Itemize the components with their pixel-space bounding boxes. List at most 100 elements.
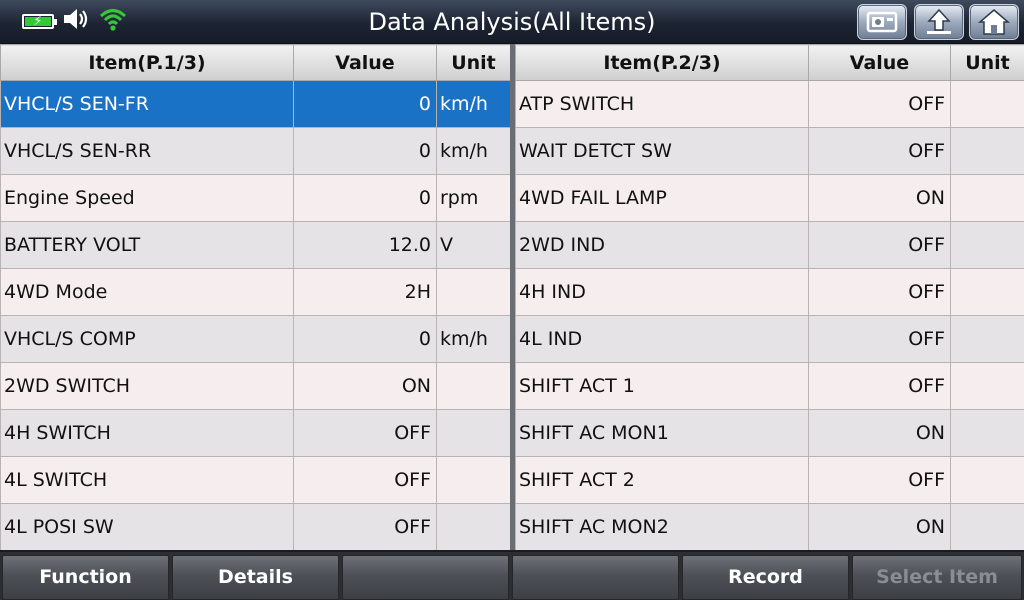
row-value: OFF [293, 456, 437, 504]
home-button[interactable] [969, 4, 1019, 40]
column-header-unit[interactable]: Unit [950, 44, 1024, 81]
table-divider [510, 44, 515, 550]
table-row[interactable]: 4WD FAIL LAMP ON [515, 174, 1024, 222]
table-row[interactable]: VHCL/S SEN-RR 0 km/h [0, 127, 511, 175]
row-value: 12.0 [293, 221, 437, 269]
row-unit [950, 268, 1024, 316]
data-table-page-2: Item(P.2/3) Value Unit ATP SWITCH OFF WAIT… [515, 44, 1024, 551]
home-icon [978, 8, 1010, 36]
details-button[interactable]: Details [172, 555, 339, 600]
table-row[interactable]: WAIT DETCT SW OFF [515, 127, 1024, 175]
row-value: OFF [808, 315, 951, 363]
battery-charging-icon: ⚡ [22, 13, 57, 29]
data-table-page-1: Item(P.1/3) Value Unit VHCL/S SEN-FR 0 km/… [0, 44, 511, 551]
row-value: 2H [293, 268, 437, 316]
row-item-name: SHIFT AC MON1 [515, 409, 809, 457]
function-button[interactable]: Function [2, 555, 169, 600]
wifi-icon[interactable] [98, 6, 128, 36]
table-header-row: Item(P.2/3) Value Unit [515, 44, 1024, 81]
row-unit [950, 409, 1024, 457]
row-value: 0 [293, 80, 437, 128]
table-row[interactable]: 2WD IND OFF [515, 221, 1024, 269]
table-row[interactable]: BATTERY VOLT 12.0 V [0, 221, 511, 269]
row-item-name: 4WD FAIL LAMP [515, 174, 809, 222]
table-row[interactable]: Engine Speed 0 rpm [0, 174, 511, 222]
table-row[interactable]: VHCL/S COMP 0 km/h [0, 315, 511, 363]
row-unit: km/h [436, 80, 511, 128]
row-value: OFF [808, 80, 951, 128]
table-row[interactable]: SHIFT ACT 2 OFF [515, 456, 1024, 504]
back-button[interactable] [914, 4, 964, 40]
row-unit [436, 503, 511, 551]
row-item-name: 2WD SWITCH [0, 362, 294, 410]
row-item-name: VHCL/S COMP [0, 315, 294, 363]
table-row[interactable]: SHIFT AC MON2 ON [515, 503, 1024, 551]
table-row[interactable]: 4L POSI SW OFF [0, 503, 511, 551]
row-value: 0 [293, 315, 437, 363]
row-item-name: 4L IND [515, 315, 809, 363]
row-value: OFF [808, 221, 951, 269]
row-item-name: 4H SWITCH [0, 409, 294, 457]
row-item-name: 4L SWITCH [0, 456, 294, 504]
column-header-value[interactable]: Value [808, 44, 951, 81]
table-row[interactable]: 4L IND OFF [515, 315, 1024, 363]
row-unit [950, 80, 1024, 128]
row-item-name: 4L POSI SW [0, 503, 294, 551]
table-row[interactable]: 4L SWITCH OFF [0, 456, 511, 504]
column-header-item[interactable]: Item(P.1/3) [0, 44, 294, 81]
table-row[interactable]: ATP SWITCH OFF [515, 80, 1024, 128]
screenshot-icon [865, 9, 899, 35]
select-item-button[interactable]: Select Item [852, 555, 1022, 600]
row-item-name: SHIFT ACT 2 [515, 456, 809, 504]
row-unit [950, 456, 1024, 504]
row-item-name: 4WD Mode [0, 268, 294, 316]
row-unit [436, 409, 511, 457]
row-value: ON [808, 409, 951, 457]
row-value: OFF [808, 456, 951, 504]
row-unit: km/h [436, 315, 511, 363]
table-row[interactable]: 4H IND OFF [515, 268, 1024, 316]
row-value: OFF [808, 362, 951, 410]
page-title: Data Analysis(All Items) [368, 8, 656, 36]
row-item-name: 2WD IND [515, 221, 809, 269]
table-row[interactable]: VHCL/S SEN-FR 0 km/h [0, 80, 511, 128]
table-row[interactable]: SHIFT AC MON1 ON [515, 409, 1024, 457]
row-item-name: VHCL/S SEN-RR [0, 127, 294, 175]
row-item-name: SHIFT AC MON2 [515, 503, 809, 551]
row-unit [436, 362, 511, 410]
row-value: OFF [808, 268, 951, 316]
row-unit [950, 503, 1024, 551]
row-value: ON [808, 174, 951, 222]
column-header-unit[interactable]: Unit [436, 44, 511, 81]
table-row[interactable]: 4WD Mode 2H [0, 268, 511, 316]
row-unit [950, 362, 1024, 410]
row-value: OFF [293, 503, 437, 551]
empty-button-1[interactable] [342, 555, 509, 600]
row-unit [950, 174, 1024, 222]
row-unit [950, 221, 1024, 269]
row-value: OFF [808, 127, 951, 175]
title-bar: ⚡ Data Analysis(All Items) [0, 0, 1024, 44]
column-header-value[interactable]: Value [293, 44, 437, 81]
row-value: 0 [293, 127, 437, 175]
screenshot-button[interactable] [857, 4, 907, 40]
table-row[interactable]: SHIFT ACT 1 OFF [515, 362, 1024, 410]
row-unit [436, 456, 511, 504]
row-value: ON [808, 503, 951, 551]
table-row[interactable]: 4H SWITCH OFF [0, 409, 511, 457]
row-unit: V [436, 221, 511, 269]
speaker-icon[interactable] [62, 7, 90, 35]
record-button[interactable]: Record [682, 555, 849, 600]
row-unit [436, 268, 511, 316]
empty-button-2[interactable] [512, 555, 679, 600]
row-item-name: 4H IND [515, 268, 809, 316]
column-header-item[interactable]: Item(P.2/3) [515, 44, 809, 81]
row-item-name: BATTERY VOLT [0, 221, 294, 269]
table-row[interactable]: 2WD SWITCH ON [0, 362, 511, 410]
status-icons: ⚡ [22, 8, 128, 34]
row-item-name: SHIFT ACT 1 [515, 362, 809, 410]
row-item-name: ATP SWITCH [515, 80, 809, 128]
row-item-name: VHCL/S SEN-FR [0, 80, 294, 128]
row-unit: km/h [436, 127, 511, 175]
row-value: OFF [293, 409, 437, 457]
